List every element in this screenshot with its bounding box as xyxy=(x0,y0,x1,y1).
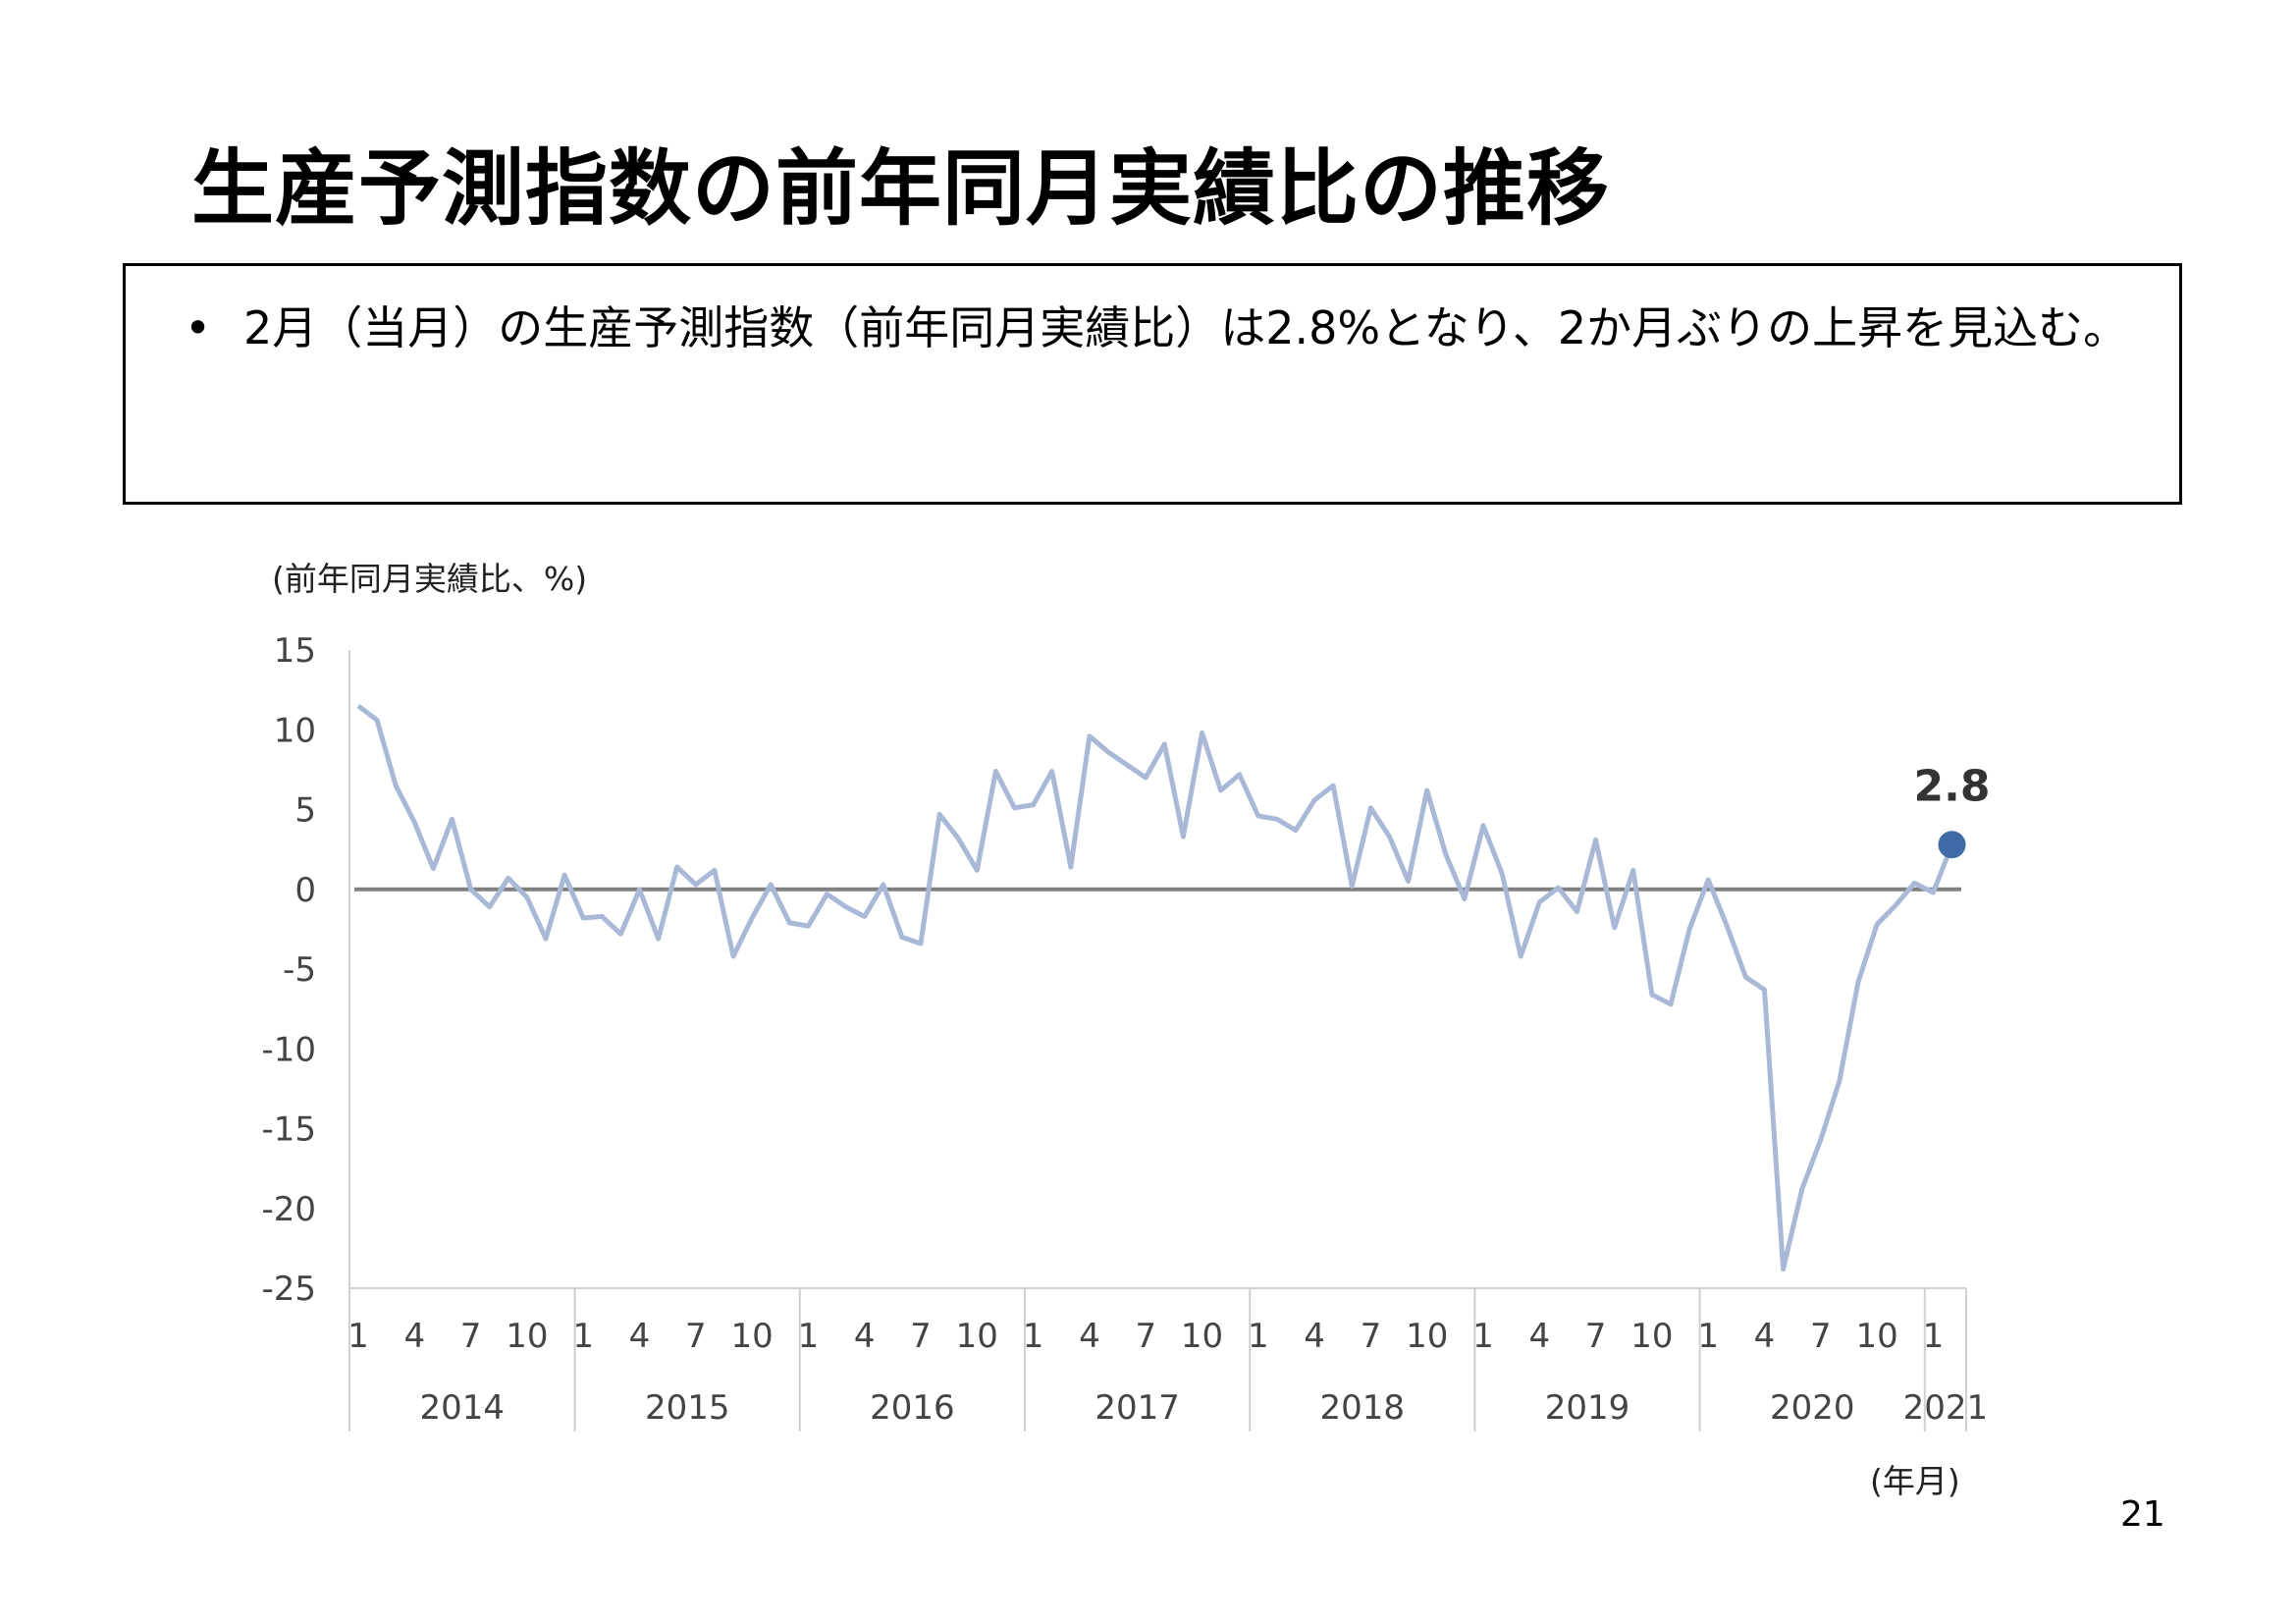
year-label: 2014 xyxy=(420,1388,506,1428)
month-tick-label: 7 xyxy=(1810,1317,1832,1356)
month-tick-label: 7 xyxy=(460,1317,482,1356)
summary-box: • 2月（当月）の生産予測指数（前年同月実績比）は2.8%となり、2か月ぶりの上… xyxy=(123,263,2182,505)
month-tick-label: 1 xyxy=(572,1317,594,1356)
year-label: 2015 xyxy=(645,1388,730,1428)
y-tick-label: -25 xyxy=(261,1270,316,1309)
y-axis-unit-label: (前年同月実績比、%) xyxy=(272,560,588,598)
year-label: 2019 xyxy=(1545,1388,1630,1428)
page-number: 21 xyxy=(2120,1494,2165,1535)
month-tick-label: 10 xyxy=(506,1317,548,1356)
y-tick-label: 15 xyxy=(274,631,316,671)
month-tick-label: 4 xyxy=(854,1317,876,1356)
month-tick-label: 1 xyxy=(1923,1317,1945,1356)
month-tick-label: 7 xyxy=(1585,1317,1607,1356)
year-label: 2018 xyxy=(1320,1388,1406,1428)
month-tick-label: 1 xyxy=(1472,1317,1494,1356)
month-tick-label: 4 xyxy=(1079,1317,1100,1356)
year-label: 2017 xyxy=(1095,1388,1180,1428)
y-tick-label: -15 xyxy=(261,1110,316,1150)
month-tick-label: 7 xyxy=(1135,1317,1156,1356)
month-tick-label: 10 xyxy=(1630,1317,1673,1356)
month-tick-label: 10 xyxy=(956,1317,998,1356)
y-tick-label: -20 xyxy=(261,1190,316,1229)
month-tick-label: 1 xyxy=(1697,1317,1719,1356)
month-tick-label: 7 xyxy=(910,1317,932,1356)
month-tick-label: 10 xyxy=(1855,1317,1897,1356)
month-tick-label: 4 xyxy=(1754,1317,1776,1356)
month-tick-label: 4 xyxy=(629,1317,651,1356)
y-tick-label: -5 xyxy=(283,950,316,990)
month-tick-label: 1 xyxy=(347,1317,369,1356)
highlight-point xyxy=(1938,831,1966,859)
y-tick-label: 0 xyxy=(294,871,316,910)
year-label: 2016 xyxy=(870,1388,955,1428)
month-tick-label: 1 xyxy=(1248,1317,1269,1356)
month-tick-label: 7 xyxy=(685,1317,707,1356)
month-tick-label: 10 xyxy=(730,1317,773,1356)
month-tick-label: 4 xyxy=(1304,1317,1325,1356)
page-title: 生産予測指数の前年同月実績比の推移 xyxy=(191,140,1611,237)
y-tick-label: 10 xyxy=(274,711,316,750)
year-label: 2020 xyxy=(1770,1388,1855,1428)
summary-text: 2月（当月）の生産予測指数（前年同月実績比）は2.8%となり、2か月ぶりの上昇を… xyxy=(243,301,2129,354)
month-tick-label: 1 xyxy=(1023,1317,1044,1356)
data-label: 2.8 xyxy=(1914,761,1991,811)
month-tick-label: 10 xyxy=(1406,1317,1448,1356)
month-tick-label: 1 xyxy=(798,1317,820,1356)
month-tick-label: 4 xyxy=(403,1317,425,1356)
y-tick-label: 5 xyxy=(294,791,316,831)
month-tick-label: 7 xyxy=(1361,1317,1382,1356)
month-tick-label: 10 xyxy=(1181,1317,1223,1356)
bullet-marker: • xyxy=(185,301,212,354)
series-line xyxy=(356,703,1954,1272)
y-tick-label: -10 xyxy=(261,1030,316,1069)
year-label: 2021 xyxy=(1903,1388,1989,1428)
x-axis-unit-label: (年月) xyxy=(1870,1462,1960,1500)
month-tick-label: 4 xyxy=(1528,1317,1550,1356)
